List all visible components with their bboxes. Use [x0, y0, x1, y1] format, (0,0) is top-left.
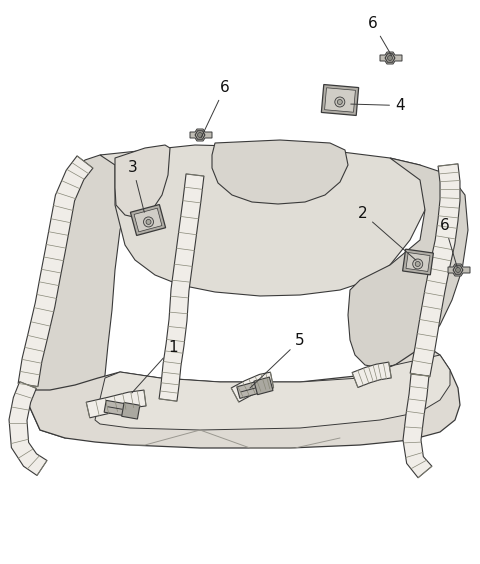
- Text: 6: 6: [440, 218, 457, 267]
- Circle shape: [387, 55, 393, 60]
- Polygon shape: [453, 266, 463, 274]
- Circle shape: [456, 267, 460, 272]
- Polygon shape: [95, 355, 450, 430]
- Polygon shape: [410, 164, 460, 377]
- Circle shape: [415, 262, 420, 266]
- Polygon shape: [195, 131, 205, 139]
- Polygon shape: [380, 52, 402, 64]
- Polygon shape: [352, 362, 391, 387]
- Polygon shape: [403, 249, 433, 275]
- Polygon shape: [86, 390, 146, 418]
- Polygon shape: [237, 382, 259, 398]
- Text: 3: 3: [128, 160, 144, 212]
- Polygon shape: [403, 374, 432, 478]
- Text: 1: 1: [132, 340, 178, 393]
- Circle shape: [335, 97, 345, 107]
- Polygon shape: [321, 85, 359, 116]
- Polygon shape: [115, 145, 170, 218]
- Polygon shape: [212, 140, 348, 204]
- Polygon shape: [100, 145, 430, 296]
- Circle shape: [146, 219, 151, 224]
- Polygon shape: [131, 205, 166, 236]
- Polygon shape: [9, 382, 47, 475]
- Polygon shape: [324, 88, 355, 112]
- Polygon shape: [448, 264, 470, 276]
- Text: 6: 6: [201, 80, 230, 138]
- Text: 4: 4: [351, 98, 405, 113]
- Polygon shape: [254, 377, 273, 395]
- Polygon shape: [348, 158, 468, 368]
- Circle shape: [413, 259, 423, 269]
- Polygon shape: [159, 174, 204, 401]
- Text: 6: 6: [368, 16, 392, 56]
- Polygon shape: [134, 208, 162, 232]
- Polygon shape: [190, 129, 212, 141]
- Polygon shape: [231, 372, 274, 402]
- Circle shape: [144, 217, 154, 227]
- Circle shape: [197, 133, 203, 138]
- Polygon shape: [22, 345, 460, 448]
- Polygon shape: [22, 155, 130, 438]
- Polygon shape: [104, 400, 126, 416]
- Text: 5: 5: [250, 333, 305, 388]
- Polygon shape: [121, 403, 140, 419]
- Polygon shape: [18, 156, 93, 386]
- Text: 2: 2: [358, 206, 416, 260]
- Circle shape: [337, 99, 342, 104]
- Polygon shape: [385, 54, 395, 62]
- Polygon shape: [406, 253, 430, 271]
